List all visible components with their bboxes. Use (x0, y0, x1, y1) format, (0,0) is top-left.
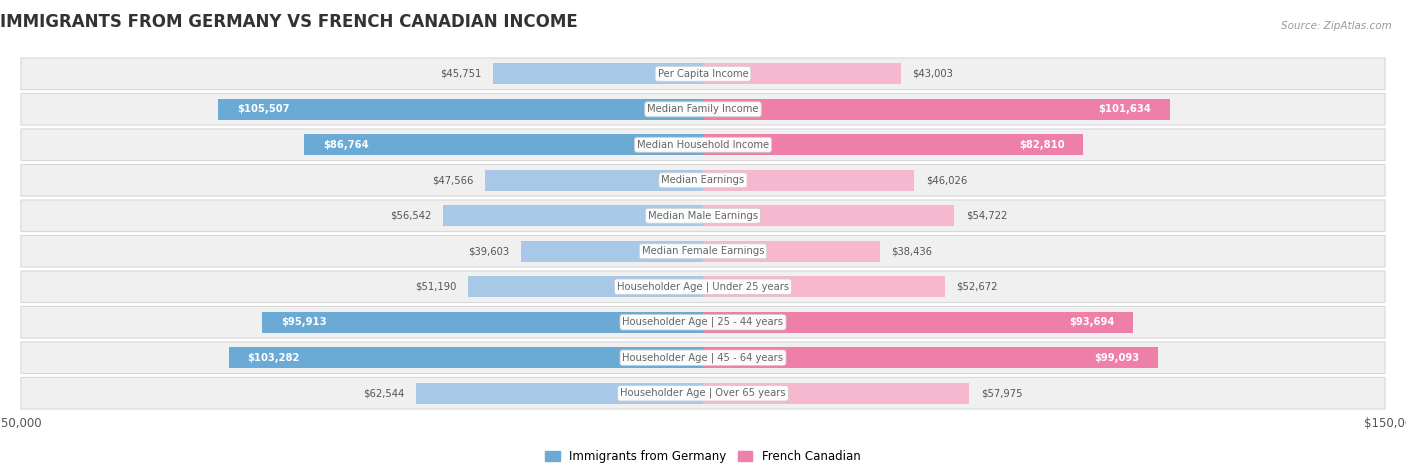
Text: $45,751: $45,751 (440, 69, 481, 79)
FancyBboxPatch shape (21, 342, 1385, 374)
Bar (703, 64, 900, 84)
Text: $93,694: $93,694 (1070, 317, 1115, 327)
FancyBboxPatch shape (21, 58, 1385, 90)
Text: $56,542: $56,542 (391, 211, 432, 221)
Text: Median Household Income: Median Household Income (637, 140, 769, 150)
Bar (522, 241, 703, 262)
Bar (703, 134, 1084, 155)
Text: Median Female Earnings: Median Female Earnings (641, 246, 765, 256)
Bar (703, 312, 1133, 333)
Bar (416, 383, 703, 403)
Text: Median Male Earnings: Median Male Earnings (648, 211, 758, 221)
Text: $95,913: $95,913 (281, 317, 326, 327)
Bar (468, 276, 703, 297)
FancyBboxPatch shape (21, 164, 1385, 196)
Text: $82,810: $82,810 (1019, 140, 1064, 150)
Bar (305, 134, 703, 155)
Text: Householder Age | 45 - 64 years: Householder Age | 45 - 64 years (623, 353, 783, 363)
Bar (229, 347, 703, 368)
Text: IMMIGRANTS FROM GERMANY VS FRENCH CANADIAN INCOME: IMMIGRANTS FROM GERMANY VS FRENCH CANADI… (0, 13, 578, 31)
Bar (703, 205, 955, 226)
Bar (703, 276, 945, 297)
Text: $51,190: $51,190 (415, 282, 457, 292)
Text: $38,436: $38,436 (891, 246, 932, 256)
FancyBboxPatch shape (21, 93, 1385, 125)
Text: $105,507: $105,507 (236, 104, 290, 114)
Text: $57,975: $57,975 (981, 388, 1022, 398)
Text: Householder Age | 25 - 44 years: Householder Age | 25 - 44 years (623, 317, 783, 327)
Text: Per Capita Income: Per Capita Income (658, 69, 748, 79)
Bar (703, 170, 914, 191)
Text: Householder Age | Under 25 years: Householder Age | Under 25 years (617, 282, 789, 292)
FancyBboxPatch shape (21, 200, 1385, 232)
Bar (703, 347, 1159, 368)
FancyBboxPatch shape (21, 235, 1385, 267)
FancyBboxPatch shape (21, 129, 1385, 161)
Bar (703, 383, 969, 403)
Text: $54,722: $54,722 (966, 211, 1007, 221)
Text: Median Earnings: Median Earnings (661, 175, 745, 185)
Text: $62,544: $62,544 (363, 388, 405, 398)
Bar (218, 99, 703, 120)
Bar (703, 241, 880, 262)
Bar (494, 64, 703, 84)
Text: $86,764: $86,764 (323, 140, 368, 150)
Bar (485, 170, 703, 191)
Text: $99,093: $99,093 (1095, 353, 1140, 363)
Text: $101,634: $101,634 (1098, 104, 1152, 114)
Bar (263, 312, 703, 333)
FancyBboxPatch shape (21, 377, 1385, 409)
Text: $46,026: $46,026 (927, 175, 967, 185)
Text: Median Family Income: Median Family Income (647, 104, 759, 114)
FancyBboxPatch shape (21, 271, 1385, 303)
Text: Source: ZipAtlas.com: Source: ZipAtlas.com (1281, 21, 1392, 31)
Text: $103,282: $103,282 (247, 353, 299, 363)
Text: $47,566: $47,566 (432, 175, 472, 185)
Bar (703, 99, 1170, 120)
FancyBboxPatch shape (21, 306, 1385, 338)
Text: $39,603: $39,603 (468, 246, 509, 256)
Legend: Immigrants from Germany, French Canadian: Immigrants from Germany, French Canadian (541, 445, 865, 467)
Text: $43,003: $43,003 (912, 69, 953, 79)
Text: $52,672: $52,672 (956, 282, 998, 292)
Bar (443, 205, 703, 226)
Text: Householder Age | Over 65 years: Householder Age | Over 65 years (620, 388, 786, 398)
